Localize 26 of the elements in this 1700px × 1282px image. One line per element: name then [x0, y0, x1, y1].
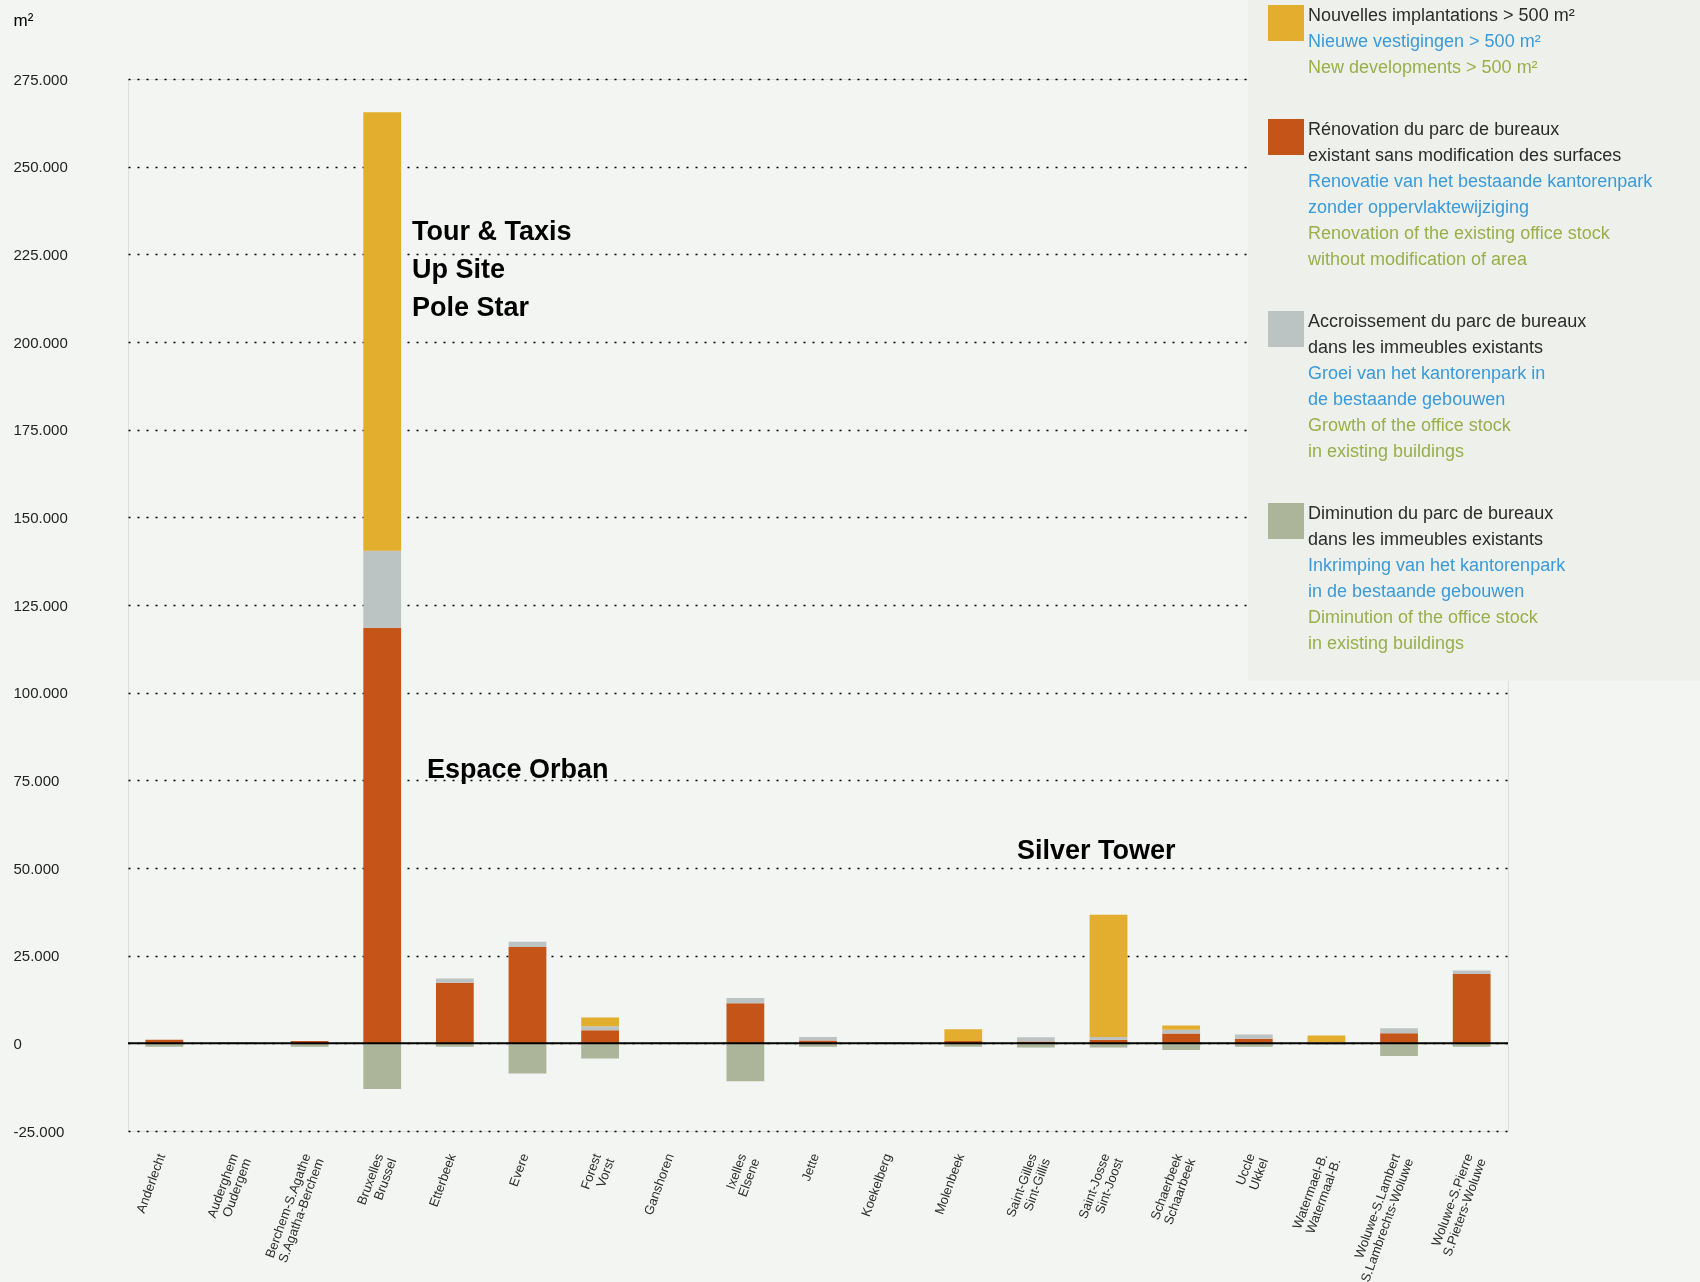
annotation: Silver Tower	[1017, 835, 1177, 865]
annotation: Espace Orban	[427, 754, 609, 784]
y-tick-label: 225.000	[13, 245, 68, 263]
y-tick-label: 75.000	[13, 771, 60, 789]
y-tick-label: 100.000	[13, 684, 68, 702]
y-tick-label: 275.000	[13, 70, 68, 88]
annotation: Tour & Taxis Up Site Pole Star	[412, 216, 572, 322]
y-tick-label: 0	[13, 1034, 22, 1052]
y-tick-label: 175.000	[13, 421, 68, 439]
y-tick-label: 200.000	[13, 333, 68, 351]
legend-label: Accroissement du parc de bureaux dans les immeubles existants Groei van het kantorenpark in de bestaande gebouwen Growth of the office stock in existing buildings	[1308, 311, 1587, 461]
y-tick-label: 50.000	[13, 859, 60, 877]
legend-label: Nouvelles implantations > 500 m² Nieuwe vestigingen > 500 m² New developments > 500 m²	[1308, 5, 1575, 77]
x-tick-label: Ixelles Elsene	[722, 1151, 763, 1199]
x-tick-label: Uccle Ukkel	[1232, 1151, 1271, 1192]
y-tick-label: 25.000	[13, 947, 60, 965]
y-tick-label: 250.000	[13, 158, 68, 176]
legend-label: Diminution du parc de bureaux dans les immeubles existants Inkrimping van het kantorenpark in de bestaande gebouwen Diminution of the office stock in existing buildings	[1308, 503, 1567, 653]
x-tick-label: Forest Vorst	[577, 1151, 618, 1192]
legend-label: Rénovation du parc de bureaux existant sans modification des surfaces Renovatie van het bestaande kantorenpark zonder oppervlaktewijziging Renovation of the existing office stock without modification of area	[1307, 119, 1654, 269]
y-tick-label: 150.000	[13, 508, 68, 526]
x-tick-label: Jette	[798, 1151, 823, 1184]
y-tick-label: -25.000	[13, 1122, 65, 1140]
y-tick-label: 125.000	[13, 596, 68, 614]
x-tick-label: Evere	[505, 1151, 532, 1189]
y-axis-title: m²	[13, 10, 34, 30]
